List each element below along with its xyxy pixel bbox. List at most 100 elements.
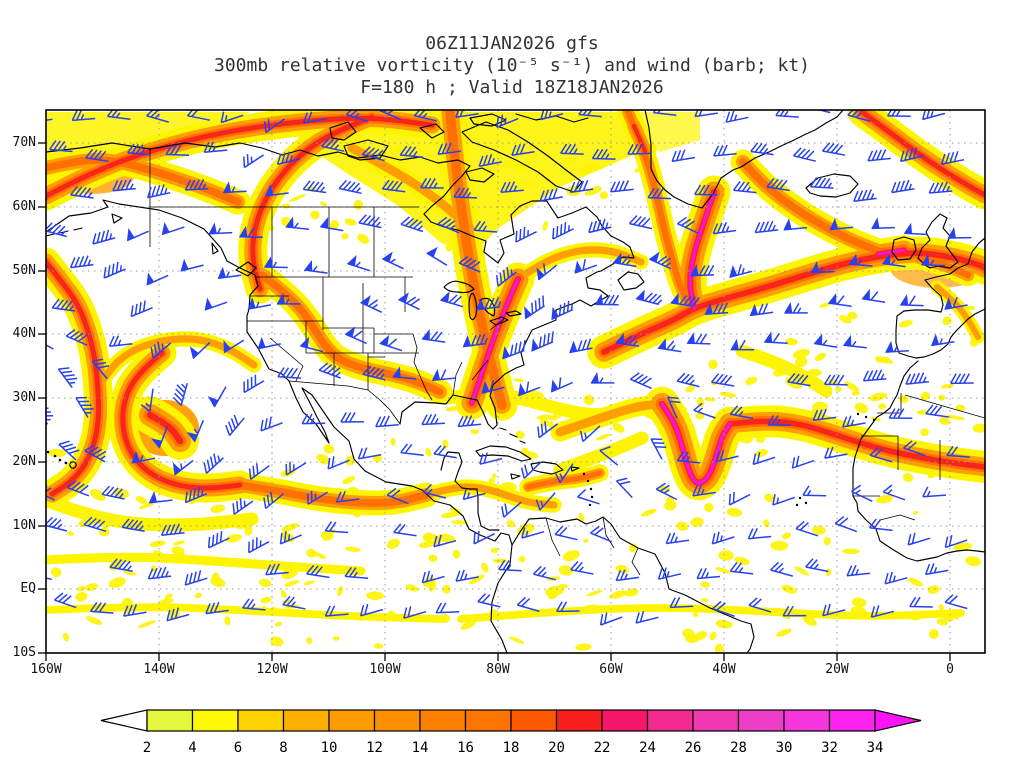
vorticity-speckle [306,637,313,645]
wind-barb-pennant [524,306,533,320]
vorticity-speckle [281,523,299,532]
vorticity-speckle [966,305,976,311]
wind-barb [809,177,834,189]
wind-barb-pennant [126,228,135,242]
vorticity-band-l4 [46,259,102,497]
wind-barb [532,565,556,581]
vorticity-speckle [390,437,396,446]
vorticity-speckle [612,423,625,433]
vorticity-speckle [542,220,548,231]
border-ca-nv [269,337,304,382]
vorticity-speckle [515,430,525,439]
vorticity-speckle [913,510,919,515]
vorticity-speckle [575,643,592,651]
wind-barb-pennant [551,306,559,321]
wind-barb [692,484,716,497]
wind-barb-pennant [899,294,909,306]
vorticity-speckle [89,489,106,501]
wind-barb [302,180,327,194]
islands-cape-verde-3 [795,503,799,507]
wind-barb [710,373,735,387]
wind-barb [340,412,364,423]
wind-barb [862,369,887,382]
wind-barb [554,525,578,541]
island-kodiak [111,213,123,224]
wind-barb [462,488,486,501]
wind-barb-pennant [885,340,894,353]
wind-barb [520,461,542,479]
vorticity-speckle [469,574,485,585]
vorticity-speckle [700,598,709,602]
border-south-america-2 [602,516,615,549]
vorticity-band-l5 [688,190,716,310]
wind-barb-pennant [238,225,248,238]
wind-barb [925,404,949,418]
vorticity-speckle [452,549,461,559]
colorbar-segment [191,709,239,732]
wind-barb [552,222,574,240]
vorticity-speckle [337,585,343,596]
wind-barb [321,137,345,152]
wind-barb [599,446,619,466]
vorticity-speckle [709,631,717,641]
coastline-europe-west [895,263,985,359]
vorticity-speckle [345,455,356,466]
wind-barb [123,604,147,617]
wind-barb [767,415,791,427]
wind-barb-pennant [146,272,155,286]
wind-barb [650,438,667,460]
wind-barb [112,179,136,192]
vorticity-speckle [460,620,476,630]
lon-axis-label: 60W [599,662,623,677]
wind-barb [106,110,131,121]
wind-barb [569,179,594,193]
wind-barb [186,110,211,121]
wind-barb [712,222,737,235]
wind-barb [165,144,190,156]
vorticity-speckle [164,593,173,600]
wind-barb [345,110,369,123]
wind-barb [599,612,623,626]
wind-barb [103,261,126,279]
wind-barb-pennant [704,302,713,315]
vorticity-speckle [629,543,637,553]
wind-barb [453,187,478,199]
wind-barb-pennant [921,254,930,266]
wind-barb [725,110,749,123]
border-southeast-states-2 [471,359,489,381]
lon-axis-label: 120W [256,662,288,677]
vorticity-speckle [953,542,972,551]
wind-barb [887,110,911,117]
wind-barb-pennant [265,184,274,197]
vorticity-speckle [386,538,400,549]
wind-barb [867,149,891,162]
vorticity-speckle [62,632,70,642]
wind-barb [166,607,190,622]
vorticity-band-l3 [739,158,882,255]
wind-barb-pennant [180,258,189,272]
islands-canary-2 [864,415,868,419]
vorticity-speckle [851,390,860,396]
colorbar-label: 4 [188,740,196,756]
vorticity-band-l4 [601,250,985,355]
vorticity-speckle [704,502,714,513]
wind-barb [579,425,601,443]
wind-barb-pennant [783,302,793,314]
wind-barb [435,602,460,614]
vorticity-speckle [770,540,789,551]
vorticity-speckle [615,564,629,574]
wind-barb [787,372,811,387]
wind-barb-pennant [729,265,738,278]
wind-barb [413,110,437,122]
wind-barb [732,180,757,194]
vorticity-speckle [47,448,67,458]
vorticity-band-l4 [859,110,985,198]
wind-barb [463,333,488,348]
vorticity-speckle [920,391,931,401]
wind-barb [301,413,326,425]
wind-barb [147,566,172,580]
border-mississippi-river [412,333,433,401]
wind-barb [437,216,460,234]
wind-barb [306,564,330,579]
wind-barb [652,110,677,116]
